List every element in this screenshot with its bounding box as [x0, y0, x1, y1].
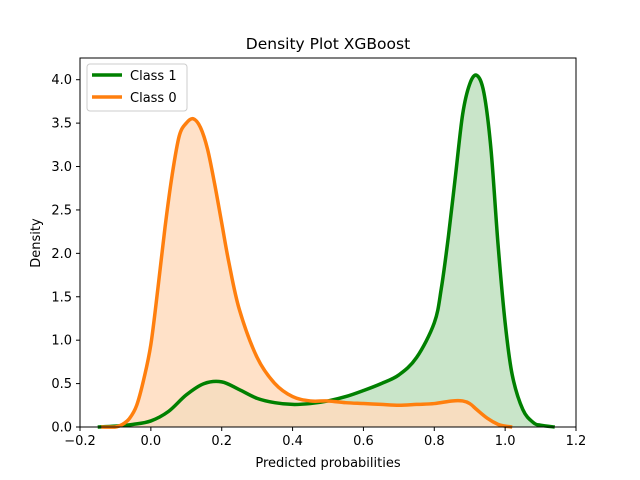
y-axis: 0.0 0.5 1.0 1.5 2.0 2.5 3.0 3.5 4.0 [51, 73, 80, 436]
y-tick-label: 3.0 [51, 160, 72, 175]
legend: Class 1 Class 0 [86, 63, 188, 112]
density-line-class-1 [97, 73, 555, 429]
density-area-class-0 [101, 118, 513, 428]
y-tick-label: 3.5 [51, 117, 72, 132]
legend-label-class-0: Class 0 [130, 91, 177, 106]
x-tick-label: 0.2 [211, 434, 232, 449]
y-tick-label: 1.0 [51, 334, 72, 349]
x-tick-label: 0.6 [353, 434, 374, 449]
chart-title: Density Plot XGBoost [246, 35, 410, 53]
y-tick-label: 2.5 [51, 203, 72, 218]
density-line-class-0 [101, 116, 513, 429]
x-tick-label: 1.2 [566, 434, 587, 449]
x-tick-label: −0.2 [64, 434, 96, 449]
x-tick-label: 0.0 [141, 434, 162, 449]
legend-label-class-1: Class 1 [130, 69, 177, 84]
y-tick-label: 1.5 [51, 290, 72, 305]
density-area-class-1 [97, 75, 555, 428]
plot-frame [79, 57, 577, 428]
y-tick-label: 2.0 [51, 247, 72, 262]
y-tick-label: 4.0 [51, 73, 72, 88]
y-tick-label: 0.5 [51, 377, 72, 392]
x-axis-title: Predicted probabilities [255, 456, 400, 471]
x-tick-label: 1.0 [495, 434, 516, 449]
x-tick-label: 0.8 [424, 434, 445, 449]
y-axis-title: Density [29, 218, 44, 268]
density-fills [97, 75, 555, 428]
y-tick-label: 0.0 [51, 421, 72, 436]
density-lines [97, 73, 555, 429]
x-axis: −0.2 0.0 0.2 0.4 0.6 0.8 1.0 1.2 [64, 427, 586, 449]
x-tick-label: 0.4 [282, 434, 303, 449]
